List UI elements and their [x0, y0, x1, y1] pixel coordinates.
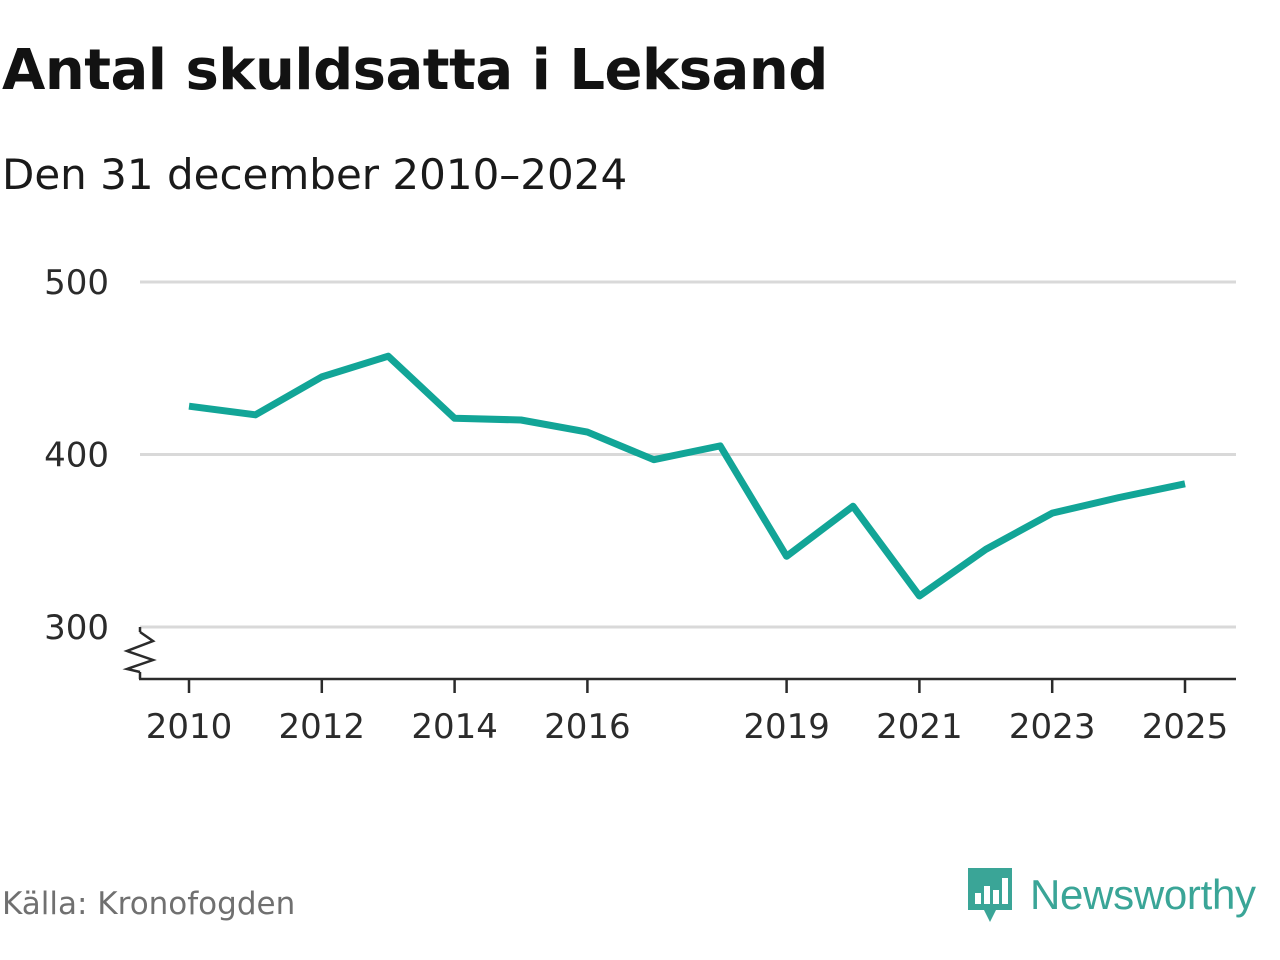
x-tick-label-2016: 2016	[544, 707, 631, 747]
newsworthy-logo-icon	[968, 868, 1012, 922]
x-tick-label-2025: 2025	[1142, 707, 1229, 747]
y-tick-label-400: 400	[44, 436, 109, 476]
x-tick-label-2012: 2012	[279, 707, 366, 747]
x-tick-label-2014: 2014	[411, 707, 498, 747]
y-tick-label-300: 300	[44, 608, 109, 648]
series-line-0	[188, 352, 1186, 600]
chart-subtitle: Den 31 december 2010–2024	[2, 150, 628, 199]
x-tick-label-2023: 2023	[1009, 707, 1096, 747]
x-tick-label-2010: 2010	[146, 707, 233, 747]
brand-name: Newsworthy	[1030, 871, 1256, 918]
chart-title: Antal skuldsatta i Leksand	[2, 38, 828, 103]
x-tick-label-2021: 2021	[876, 707, 963, 747]
source-text: Källa: Kronofogden	[2, 886, 296, 922]
y-tick-label-500: 500	[44, 263, 109, 303]
brand: Newsworthy	[964, 862, 1256, 928]
x-tick-label-2019: 2019	[743, 707, 830, 747]
axis-break-icon	[122, 630, 157, 674]
